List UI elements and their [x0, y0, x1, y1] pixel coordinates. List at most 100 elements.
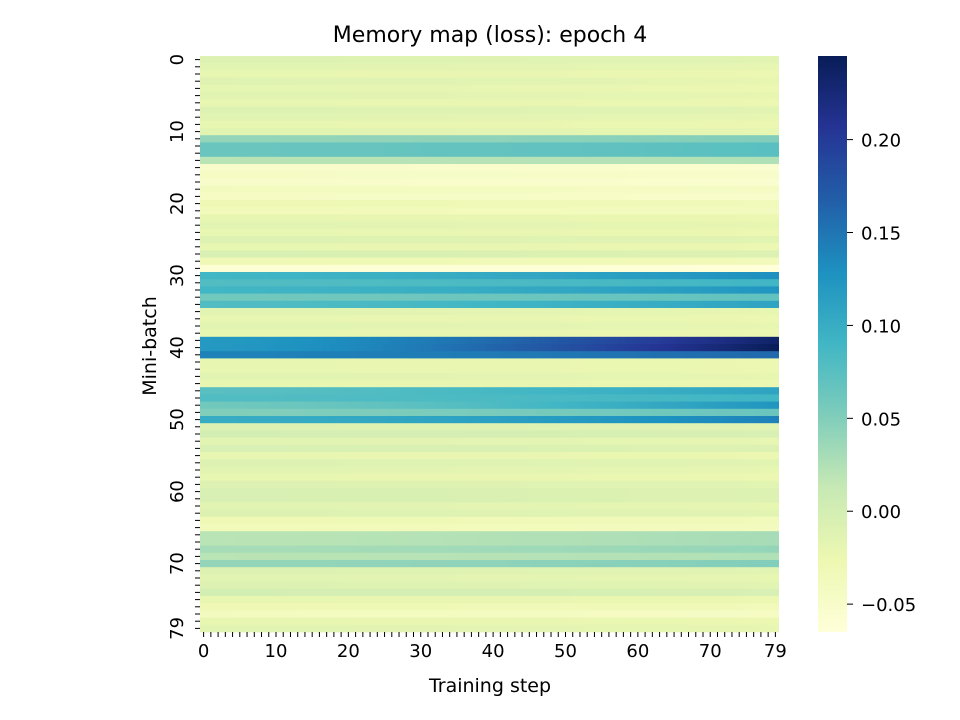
heatmap-row	[200, 552, 779, 561]
x-axis: 0 10 20 30 40 50 60 70 79	[198, 632, 787, 662]
y-tick-label: 60	[167, 480, 188, 503]
heatmap-row	[200, 408, 779, 417]
heatmap-row	[200, 293, 779, 302]
heatmap-row	[200, 524, 779, 532]
x-tick-label: 60	[626, 641, 649, 662]
heatmap-row	[200, 452, 779, 460]
y-axis-label: Mini-batch	[139, 296, 161, 396]
x-tick-label: 70	[699, 641, 722, 662]
heatmap-row	[200, 466, 779, 474]
heatmap-row	[200, 84, 779, 93]
heatmap-row	[200, 480, 779, 489]
heatmap-row	[200, 531, 779, 539]
heatmap-row	[200, 387, 779, 395]
x-tick-label: 20	[337, 641, 360, 662]
heatmap-row	[200, 56, 779, 64]
x-tick-label: 10	[265, 641, 288, 662]
heatmap-row	[200, 149, 779, 158]
colorbar-tick-label: 0.15	[861, 224, 901, 245]
heatmap-row	[200, 300, 779, 309]
colorbar	[818, 56, 847, 632]
x-tick-label: 40	[482, 641, 505, 662]
heatmap-row	[200, 473, 779, 482]
heatmap-row	[200, 113, 779, 122]
x-axis-label: Training step	[428, 675, 551, 697]
heatmap-row	[200, 257, 779, 266]
heatmap-row	[200, 70, 779, 78]
heatmap-row	[200, 538, 779, 546]
heatmap-row	[200, 322, 779, 330]
heatmap-row	[200, 444, 779, 453]
heatmap-row	[200, 430, 779, 438]
heatmap-row	[200, 106, 779, 114]
heatmap-row	[200, 603, 779, 611]
heatmap-row	[200, 365, 779, 374]
heatmap-row	[200, 624, 779, 633]
heatmap-row	[200, 329, 779, 338]
colorbar-tick-label: −0.05	[861, 595, 916, 616]
heatmap-row	[200, 495, 779, 503]
y-tick-label: 10	[167, 120, 188, 143]
heatmap-row	[200, 617, 779, 626]
heatmap-row	[200, 264, 779, 273]
heatmap-row	[200, 164, 779, 172]
heatmap-row	[200, 156, 779, 165]
heatmap-row	[200, 236, 779, 244]
y-tick-label: 0	[167, 54, 188, 65]
heatmap-row	[200, 416, 779, 424]
heatmap-row	[200, 423, 779, 431]
heatmap-row	[200, 228, 779, 237]
heatmap-row	[200, 567, 779, 575]
heatmap-cells	[200, 56, 779, 633]
heatmap-row	[200, 308, 779, 316]
heatmap-row	[200, 221, 779, 230]
heatmap-row	[200, 92, 779, 100]
heatmap-row	[200, 574, 779, 582]
heatmap-row	[200, 315, 779, 323]
heatmap-row	[200, 372, 779, 381]
heatmap-row	[200, 135, 779, 143]
heatmap-row	[200, 509, 779, 518]
heatmap-row	[200, 358, 779, 366]
heatmap-row	[200, 588, 779, 597]
x-tick-label: 50	[554, 641, 577, 662]
y-tick-label: 40	[167, 336, 188, 359]
heatmap-row	[200, 581, 779, 590]
heatmap-row	[200, 214, 779, 222]
heatmap-row	[200, 380, 779, 388]
heatmap-row	[200, 178, 779, 186]
heatmap-row	[200, 142, 779, 150]
x-tick-label: 79	[764, 641, 787, 662]
heatmap-row	[200, 545, 779, 554]
heatmap-row	[200, 516, 779, 525]
colorbar-tick-label: 0.00	[861, 502, 901, 523]
heatmap-row	[200, 192, 779, 201]
heatmap-row	[200, 286, 779, 294]
heatmap-row	[200, 336, 779, 345]
colorbar-tick-label: 0.10	[861, 316, 901, 337]
colorbar-tick-label: 0.20	[861, 131, 901, 152]
heatmap-row	[200, 120, 779, 129]
chart-title: Memory map (loss): epoch 4	[333, 23, 647, 48]
heatmap-row	[200, 128, 779, 136]
heatmap-row	[200, 502, 779, 510]
heatmap-row	[200, 437, 779, 446]
heatmap-row	[200, 99, 779, 107]
x-tick-label: 30	[409, 641, 432, 662]
colorbar-tick-label: 0.05	[861, 409, 901, 430]
heatmap-row	[200, 351, 779, 359]
y-axis: 0 10 20 30 40 50 60 70 79	[167, 54, 200, 640]
heatmap-row	[200, 272, 779, 280]
colorbar-axis: −0.05 0.00 0.05 0.10 0.15 0.20	[847, 131, 916, 616]
y-tick-label: 79	[167, 617, 188, 640]
x-tick-label: 0	[198, 641, 209, 662]
heatmap-row	[200, 596, 779, 604]
heatmap-row	[200, 459, 779, 467]
y-tick-label: 20	[167, 192, 188, 215]
heatmap-row	[200, 77, 779, 86]
y-tick-label: 30	[167, 264, 188, 287]
heatmap-row	[200, 394, 779, 402]
heatmap-row	[200, 250, 779, 258]
heatmap-row	[200, 207, 779, 215]
